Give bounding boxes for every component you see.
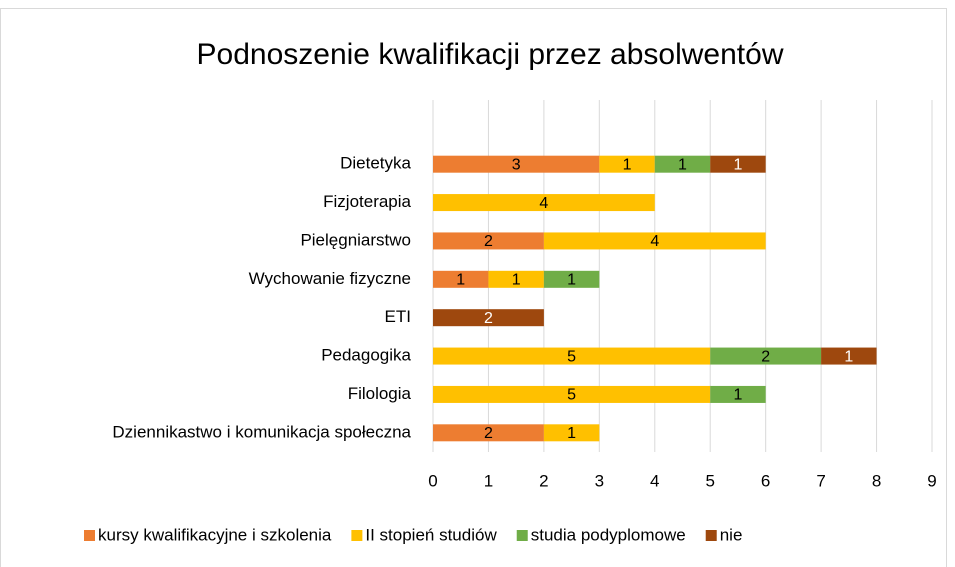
bar-segment	[599, 155, 655, 173]
x-tick-label: 9	[927, 471, 936, 490]
bar-segment	[543, 270, 600, 288]
data-label: 4	[650, 233, 659, 250]
bar-segment	[433, 232, 544, 250]
legend-label: kursy kwalifikacyjne i szkolenia	[98, 525, 332, 544]
x-tick-label: 5	[705, 471, 714, 490]
legend-label: II stopień studiów	[365, 525, 497, 544]
y-tick-label: Wychowanie fizyczne	[249, 269, 411, 288]
legend-swatch	[351, 530, 363, 541]
bar-segment	[433, 347, 711, 365]
bar-segment	[543, 232, 766, 250]
data-label: 5	[567, 348, 576, 365]
legend-swatch	[705, 530, 717, 541]
data-label: 2	[761, 348, 770, 365]
x-tick-label: 3	[595, 471, 604, 490]
legend-swatch	[516, 530, 528, 541]
data-label: 1	[512, 272, 521, 289]
data-label: 2	[484, 425, 493, 442]
legend-swatch	[84, 530, 95, 541]
data-label: 2	[484, 233, 493, 250]
bar-segment	[488, 270, 544, 288]
bar-segment	[433, 270, 489, 288]
bar-segment	[433, 385, 711, 403]
y-tick-label: Filologia	[348, 384, 412, 403]
legend-label: studia podyplomowe	[531, 525, 686, 544]
bar-segment	[543, 424, 600, 442]
x-tick-label: 2	[539, 471, 548, 490]
x-tick-label: 4	[650, 471, 659, 490]
bar-segment	[821, 347, 877, 365]
data-label: 1	[456, 272, 465, 289]
y-tick-label: Pielęgniarstwo	[300, 230, 411, 249]
bar-segment	[433, 424, 544, 442]
data-label: 1	[733, 156, 742, 173]
data-label: 3	[512, 156, 521, 173]
x-tick-label: 1	[484, 471, 493, 490]
data-label: 1	[567, 272, 576, 289]
bar-segment	[433, 194, 655, 212]
x-tick-label: 6	[761, 471, 770, 490]
data-label: 4	[539, 195, 548, 212]
x-tick-label: 7	[816, 471, 825, 490]
bar-segment	[433, 155, 600, 173]
data-label: 1	[844, 348, 853, 365]
y-tick-label: Dietetyka	[340, 154, 411, 173]
chart-title: Podnoszenie kwalifikacji przez absolwent…	[197, 38, 784, 71]
x-tick-label: 0	[428, 471, 437, 490]
y-tick-label: Pedagogika	[321, 346, 411, 365]
bar-segment	[654, 155, 711, 173]
y-tick-label: Fizjoterapia	[323, 192, 411, 211]
data-label: 1	[678, 156, 687, 173]
data-label: 5	[567, 387, 576, 404]
bar-segment	[710, 155, 766, 173]
data-label: 1	[567, 425, 576, 442]
y-tick-label: ETI	[385, 307, 411, 326]
bar-segment	[710, 385, 766, 403]
bar-segment	[710, 347, 822, 365]
data-label: 1	[733, 387, 742, 404]
x-tick-label: 8	[872, 471, 881, 490]
bar-segment	[433, 309, 544, 327]
data-label: 2	[484, 310, 493, 327]
y-tick-label: Dziennikastwo i komunikacja społeczna	[112, 422, 411, 441]
data-label: 1	[623, 156, 632, 173]
legend-label: nie	[720, 525, 743, 544]
